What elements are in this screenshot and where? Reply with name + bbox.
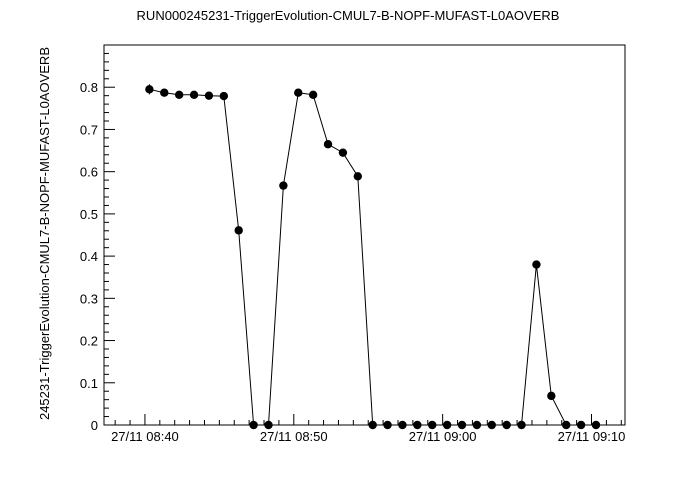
- y-tick-label: 0: [91, 418, 98, 433]
- data-point: [591, 420, 601, 430]
- data-point: [562, 420, 571, 430]
- y-tick-label: 0.7: [80, 122, 98, 137]
- plot-frame: [103, 44, 626, 426]
- data-point: [353, 172, 363, 181]
- data-point: [279, 181, 288, 190]
- data-point: [502, 420, 511, 430]
- data-point: [383, 420, 392, 430]
- x-tick-label: 27/11 08:40: [111, 429, 179, 444]
- data-point: [219, 91, 229, 101]
- x-tick-label: 27/11 09:10: [558, 429, 626, 444]
- data-point: [368, 420, 377, 430]
- data-point: [517, 420, 526, 430]
- data-point: [189, 90, 199, 100]
- data-point: [264, 420, 273, 430]
- y-axis: 0 0.1 0.2 0.3 0.4 0.5 0.6 0.7 0.8: [80, 52, 115, 433]
- x-tick-label: 27/11 08:50: [260, 429, 328, 444]
- y-tick-label: 0.3: [80, 291, 98, 306]
- data-point: [308, 90, 318, 100]
- data-points: [145, 85, 601, 430]
- data-point: [457, 420, 467, 430]
- data-point: [174, 90, 184, 100]
- x-axis: 27/11 08:40 27/11 08:50 27/11 09:00 27/11 0…: [111, 414, 625, 444]
- y-axis-label: 245231-TriggerEvolution-CMUL7-B-NOPF-MUF…: [37, 47, 52, 420]
- data-point: [532, 260, 541, 269]
- data-point: [428, 420, 437, 430]
- data-point: [487, 420, 496, 430]
- data-point: [204, 91, 214, 100]
- chart-title: RUN000245231-TriggerEvolution-CMUL7-B-NO…: [137, 8, 560, 23]
- data-point: [547, 391, 556, 401]
- data-point: [145, 85, 154, 94]
- data-point: [338, 148, 348, 157]
- y-tick-label: 0.6: [80, 165, 98, 180]
- data-point: [294, 88, 303, 97]
- data-point: [398, 420, 407, 430]
- y-tick-label: 0.1: [80, 376, 98, 391]
- data-point: [413, 420, 422, 430]
- y-tick-label: 0.5: [80, 207, 98, 222]
- data-point: [576, 420, 586, 430]
- y-tick-label: 0.2: [80, 334, 98, 349]
- x-tick-label: 27/11 09:00: [409, 429, 477, 444]
- y-tick-label: 0.8: [80, 80, 98, 95]
- data-point: [234, 226, 243, 235]
- data-point: [249, 420, 258, 430]
- data-point: [160, 88, 169, 97]
- data-point: [323, 140, 333, 149]
- y-tick-label: 0.4: [80, 249, 98, 264]
- data-point: [472, 420, 482, 430]
- data-point: [442, 420, 452, 430]
